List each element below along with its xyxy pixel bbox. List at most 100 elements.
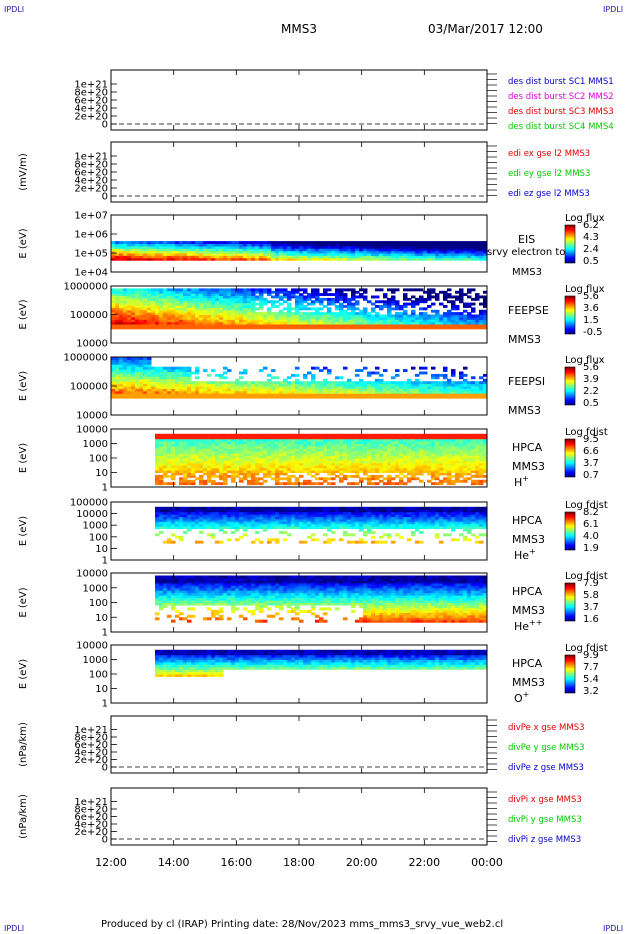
heatmap-cell: [439, 243, 444, 247]
heatmap-cell: [327, 321, 332, 325]
heatmap-cell: [159, 511, 164, 515]
heatmap-cell: [167, 253, 172, 256]
heatmap-cell: [127, 361, 132, 365]
heatmap-cell: [331, 253, 336, 256]
heatmap-cell: [479, 390, 484, 394]
heatmap-cell: [183, 376, 188, 380]
heatmap-cell: [203, 472, 208, 476]
heatmap-cell: [239, 250, 244, 254]
heatmap-cell: [243, 305, 248, 308]
heatmap-cell: [171, 381, 176, 385]
heatmap-cell: [299, 293, 304, 296]
heatmap-cell: [115, 393, 120, 397]
heatmap-cell: [243, 257, 248, 261]
heatmap-cell: [219, 436, 224, 440]
heatmap-cell: [155, 297, 160, 301]
heatmap-cell: [215, 290, 220, 294]
heatmap-cell: [311, 319, 316, 323]
heatmap-cell: [143, 324, 148, 327]
heatmap-cell: [307, 395, 312, 399]
heatmap-cell: [139, 395, 144, 399]
y-tick-label: 8e+20: [74, 160, 108, 171]
heatmap-cell: [443, 376, 448, 380]
heatmap-cell: [167, 467, 172, 471]
heatmap-cell: [219, 248, 224, 252]
heatmap-cell: [195, 436, 200, 440]
heatmap-cell: [191, 312, 196, 315]
heatmap-cell: [143, 388, 148, 392]
heatmap-cell: [167, 386, 172, 389]
heatmap-cell: [231, 248, 236, 252]
heatmap-cell: [291, 293, 296, 296]
heatmap-cell: [387, 395, 392, 399]
heatmap-cell: [243, 460, 248, 464]
heatmap-cell: [407, 255, 412, 259]
heatmap-cell: [351, 302, 356, 306]
heatmap-cell: [327, 455, 332, 459]
heatmap-cell: [167, 465, 172, 469]
heatmap-cell: [227, 290, 232, 294]
heatmap-cell: [359, 250, 364, 254]
heatmap-cell: [451, 445, 456, 449]
heatmap-cell: [243, 371, 248, 375]
heatmap-cell: [143, 383, 148, 387]
heatmap-cell: [475, 395, 480, 399]
heatmap-cell: [147, 243, 152, 247]
heatmap-cell: [127, 245, 132, 249]
heatmap-cell: [311, 314, 316, 318]
heatmap-cell: [143, 376, 148, 380]
heatmap-cell: [119, 305, 124, 308]
heatmap-cell: [211, 250, 216, 254]
heatmap-cell: [147, 326, 152, 330]
heatmap-cell: [219, 309, 224, 313]
heatmap-cell: [119, 390, 124, 394]
heatmap-cell: [403, 467, 408, 471]
heatmap-cell: [263, 250, 268, 254]
heatmap-cell: [483, 314, 488, 318]
heatmap-cell: [163, 523, 168, 527]
heatmap-cell: [479, 326, 484, 330]
heatmap-cell: [367, 390, 372, 394]
heatmap-cell: [139, 295, 144, 299]
heatmap-cell: [215, 245, 220, 249]
heatmap-cell: [407, 433, 412, 437]
heatmap-cell: [139, 376, 144, 380]
heatmap-cell: [131, 364, 136, 368]
heatmap-cell: [467, 388, 472, 392]
heatmap-cell: [371, 395, 376, 399]
heatmap-cell: [335, 443, 340, 447]
heatmap-cell: [459, 455, 464, 459]
heatmap-cell: [363, 243, 368, 247]
heatmap-cell: [371, 393, 376, 397]
heatmap-cell: [203, 381, 208, 385]
heatmap-cell: [135, 395, 140, 399]
heatmap-cell: [127, 305, 132, 308]
heatmap-cell: [307, 250, 312, 254]
heatmap-cell: [147, 302, 152, 306]
heatmap-cell: [387, 245, 392, 249]
heatmap-cell: [143, 248, 148, 252]
heatmap-cell: [119, 395, 124, 399]
heatmap-cell: [479, 395, 484, 399]
heatmap-cell: [463, 386, 468, 389]
heatmap-cell: [279, 243, 284, 247]
colorbar-tick-label: 4.3: [583, 232, 599, 243]
heatmap-cell: [407, 326, 412, 330]
heatmap-cell: [315, 324, 320, 327]
heatmap-cell: [139, 316, 144, 320]
heatmap-cell: [371, 248, 376, 252]
heatmap-cell: [155, 477, 160, 481]
heatmap-cell: [207, 290, 212, 294]
heatmap-cell: [211, 465, 216, 469]
heatmap-cell: [387, 465, 392, 469]
heatmap-cell: [279, 395, 284, 399]
heatmap-cell: [231, 257, 236, 261]
heatmap-cell: [259, 445, 264, 449]
heatmap-cell: [423, 257, 428, 261]
heatmap-cell: [207, 460, 212, 464]
heatmap-cell: [187, 297, 192, 301]
heatmap-cell: [483, 448, 488, 452]
heatmap-cell: [351, 381, 356, 385]
heatmap-cell: [327, 438, 332, 442]
heatmap-cell: [147, 250, 152, 254]
